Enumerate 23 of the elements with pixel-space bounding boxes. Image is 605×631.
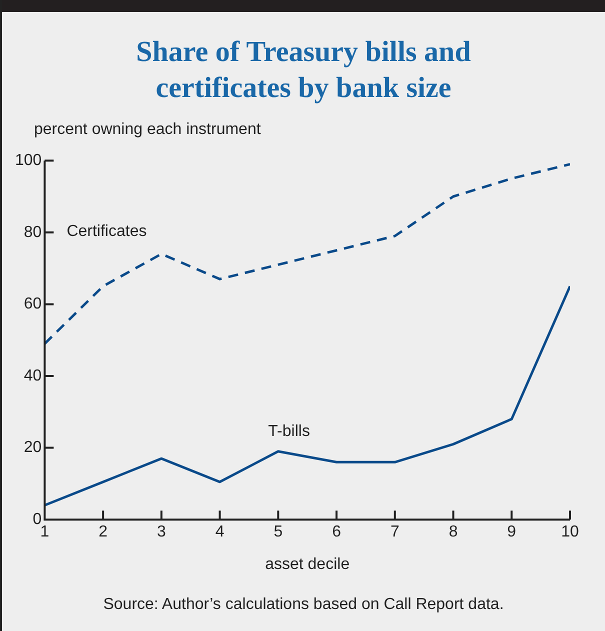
y-axis-title: percent owning each instrument xyxy=(34,121,261,139)
x-tick-label: 1 xyxy=(40,524,50,541)
x-axis-title: asset decile xyxy=(265,556,350,573)
series-label: T-bills xyxy=(268,422,310,440)
x-tick-label: 3 xyxy=(156,524,166,541)
chart-title: Share of Treasury bills and certificates by bank size xyxy=(135,35,472,106)
y-tick-label: 20 xyxy=(24,439,42,456)
y-tick-label: 0 xyxy=(32,511,42,528)
x-tick-label: 10 xyxy=(561,524,579,541)
y-tick-label: 40 xyxy=(24,367,42,384)
x-tick-label: 7 xyxy=(390,524,400,541)
x-tick-label: 5 xyxy=(274,524,283,541)
y-tick-label: 100 xyxy=(14,152,42,170)
source-note: Source: Author’s calculations based on Call Report data. xyxy=(102,596,505,614)
line-series xyxy=(44,162,570,345)
x-tick-label: 8 xyxy=(448,524,458,541)
x-tick-label: 2 xyxy=(98,524,108,541)
x-tick-label: 6 xyxy=(332,524,342,541)
y-tick-label: 60 xyxy=(24,296,42,313)
y-tick-label: 80 xyxy=(24,224,42,241)
x-tick-label: 9 xyxy=(507,524,516,541)
series-label: Certificates xyxy=(66,222,147,240)
x-tick-label: 4 xyxy=(215,524,224,541)
